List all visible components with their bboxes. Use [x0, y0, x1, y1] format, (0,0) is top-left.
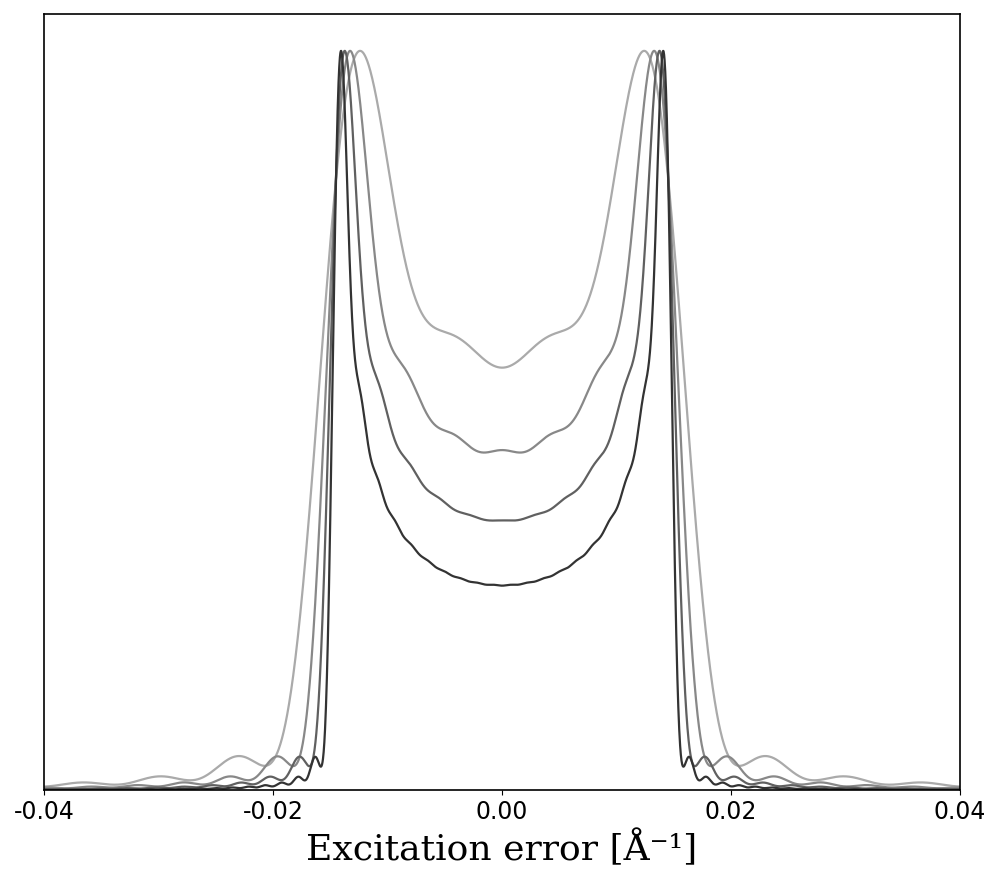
X-axis label: Excitation error [Å⁻¹]: Excitation error [Å⁻¹]: [306, 830, 698, 867]
